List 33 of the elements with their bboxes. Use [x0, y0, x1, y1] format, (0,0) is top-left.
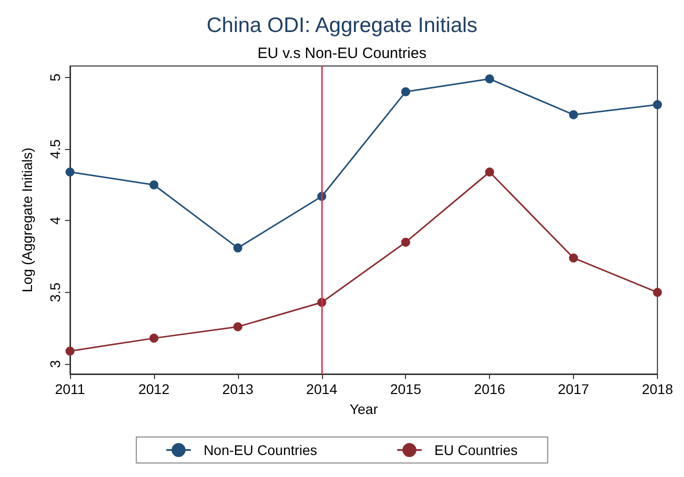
y-tick-label: 5	[47, 73, 63, 82]
x-axis-title: Year	[350, 401, 378, 417]
point	[401, 87, 410, 96]
x-tick-label: 2011	[54, 381, 86, 397]
point	[149, 180, 158, 190]
point	[485, 74, 494, 84]
point	[652, 100, 662, 110]
point	[569, 253, 578, 262]
x-tick-label: 2015	[390, 381, 422, 397]
y-tick-label: 3.5	[47, 282, 63, 302]
legend-label: Non-EU Countries	[204, 442, 318, 458]
y-axis-title: Log (Aggregate Initials)	[19, 148, 35, 292]
point	[485, 168, 494, 177]
x-tick-label: 2017	[558, 381, 590, 397]
legend-label: EU Countries	[434, 442, 518, 458]
point	[652, 288, 662, 297]
y-tick-label: 4	[47, 216, 63, 225]
chart-title: China ODI: Aggregate Initials	[206, 14, 478, 37]
point	[233, 322, 242, 332]
x-tick-label: 2018	[642, 381, 674, 397]
chart-subtitle: EU v.s Non-EU Countries	[258, 45, 426, 62]
x-tick-label: 2016	[474, 381, 506, 397]
x-tick-label: 2013	[222, 381, 254, 397]
y-tick-label: 3	[47, 360, 63, 368]
point	[569, 110, 578, 120]
point	[66, 168, 74, 177]
y-tick-label: 4.5	[47, 139, 63, 159]
point	[233, 243, 242, 252]
point	[66, 346, 74, 356]
x-tick-label: 2014	[306, 381, 338, 397]
point	[149, 334, 158, 343]
x-tick-label: 2012	[138, 381, 170, 397]
point	[401, 238, 410, 247]
